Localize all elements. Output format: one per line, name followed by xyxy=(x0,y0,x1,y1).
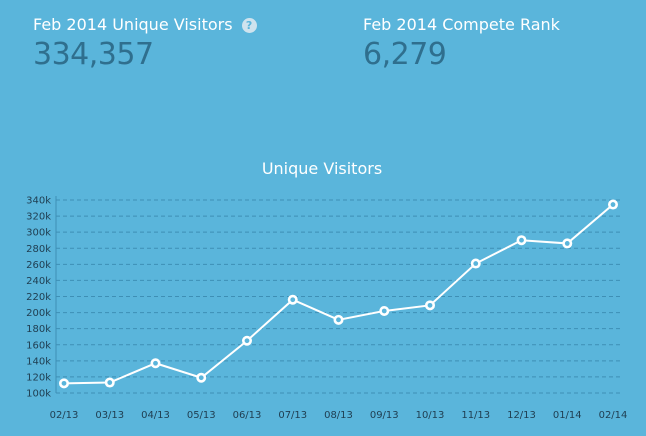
data-point-center xyxy=(610,202,616,207)
y-tick-label: 320k xyxy=(26,212,51,223)
chart-grid xyxy=(55,196,620,394)
x-tick-label: 07/13 xyxy=(278,410,307,421)
data-point-center xyxy=(107,380,113,385)
question-circle-icon[interactable]: ? xyxy=(241,17,257,33)
data-point-center xyxy=(153,360,158,366)
chart-points xyxy=(59,199,618,389)
y-tick-label: 340k xyxy=(26,196,51,207)
y-tick-label: 300k xyxy=(26,228,51,239)
unique-visitors-label-text: Feb 2014 Unique Visitors xyxy=(33,15,233,34)
data-point-center xyxy=(61,380,67,386)
data-point-center xyxy=(381,308,387,314)
x-tick-label: 02/14 xyxy=(599,410,628,421)
data-point-center xyxy=(336,317,341,323)
y-axis: 100k 120k 140k 160k 180k 200k 220k 240k 260k 280k… xyxy=(26,196,51,400)
compete-rank-stat: Feb 2014 Compete Rank 6,279 xyxy=(363,14,560,72)
y-tick-label: 280k xyxy=(26,244,51,255)
x-axis: 02/13 03/13 04/13 05/13 06/13 07/13 08/13 09/13… xyxy=(50,410,628,421)
data-point-center xyxy=(564,241,570,246)
unique-visitors-label: Feb 2014 Unique Visitors ? xyxy=(33,14,257,36)
x-tick-label: 08/13 xyxy=(324,410,353,421)
y-tick-label: 240k xyxy=(26,276,51,287)
compete-rank-value: 6,279 xyxy=(363,37,447,72)
x-tick-label: 12/13 xyxy=(507,410,536,421)
x-tick-label: 09/13 xyxy=(370,410,399,421)
data-point-center xyxy=(198,375,204,381)
data-point-center xyxy=(290,297,296,303)
y-tick-label: 260k xyxy=(26,260,51,271)
x-tick-label: 10/13 xyxy=(416,410,445,421)
unique-visitors-stat: Feb 2014 Unique Visitors ? 334,357 xyxy=(33,14,257,72)
y-tick-label: 120k xyxy=(26,372,51,383)
unique-visitors-value: 334,357 xyxy=(33,37,154,72)
x-tick-label: 01/14 xyxy=(553,410,582,421)
x-tick-label: 06/13 xyxy=(233,410,262,421)
data-point-center xyxy=(519,237,524,243)
y-tick-label: 100k xyxy=(26,389,51,400)
y-tick-label: 220k xyxy=(26,292,51,303)
x-tick-label: 02/13 xyxy=(50,410,79,421)
data-point-center xyxy=(427,302,433,308)
y-tick-label: 200k xyxy=(26,308,51,319)
y-tick-label: 160k xyxy=(26,340,51,351)
y-tick-label: 140k xyxy=(26,356,51,367)
x-tick-label: 05/13 xyxy=(187,410,216,421)
compete-rank-label: Feb 2014 Compete Rank xyxy=(363,15,560,34)
data-point-center xyxy=(473,261,479,266)
x-tick-label: 11/13 xyxy=(461,410,490,421)
chart-series xyxy=(63,203,614,385)
y-tick-label: 180k xyxy=(26,324,51,335)
x-tick-label: 03/13 xyxy=(95,410,124,421)
series-line xyxy=(63,203,614,385)
chart-title: Unique Visitors xyxy=(262,159,382,178)
data-point-center xyxy=(244,338,250,344)
x-tick-label: 04/13 xyxy=(141,410,170,421)
